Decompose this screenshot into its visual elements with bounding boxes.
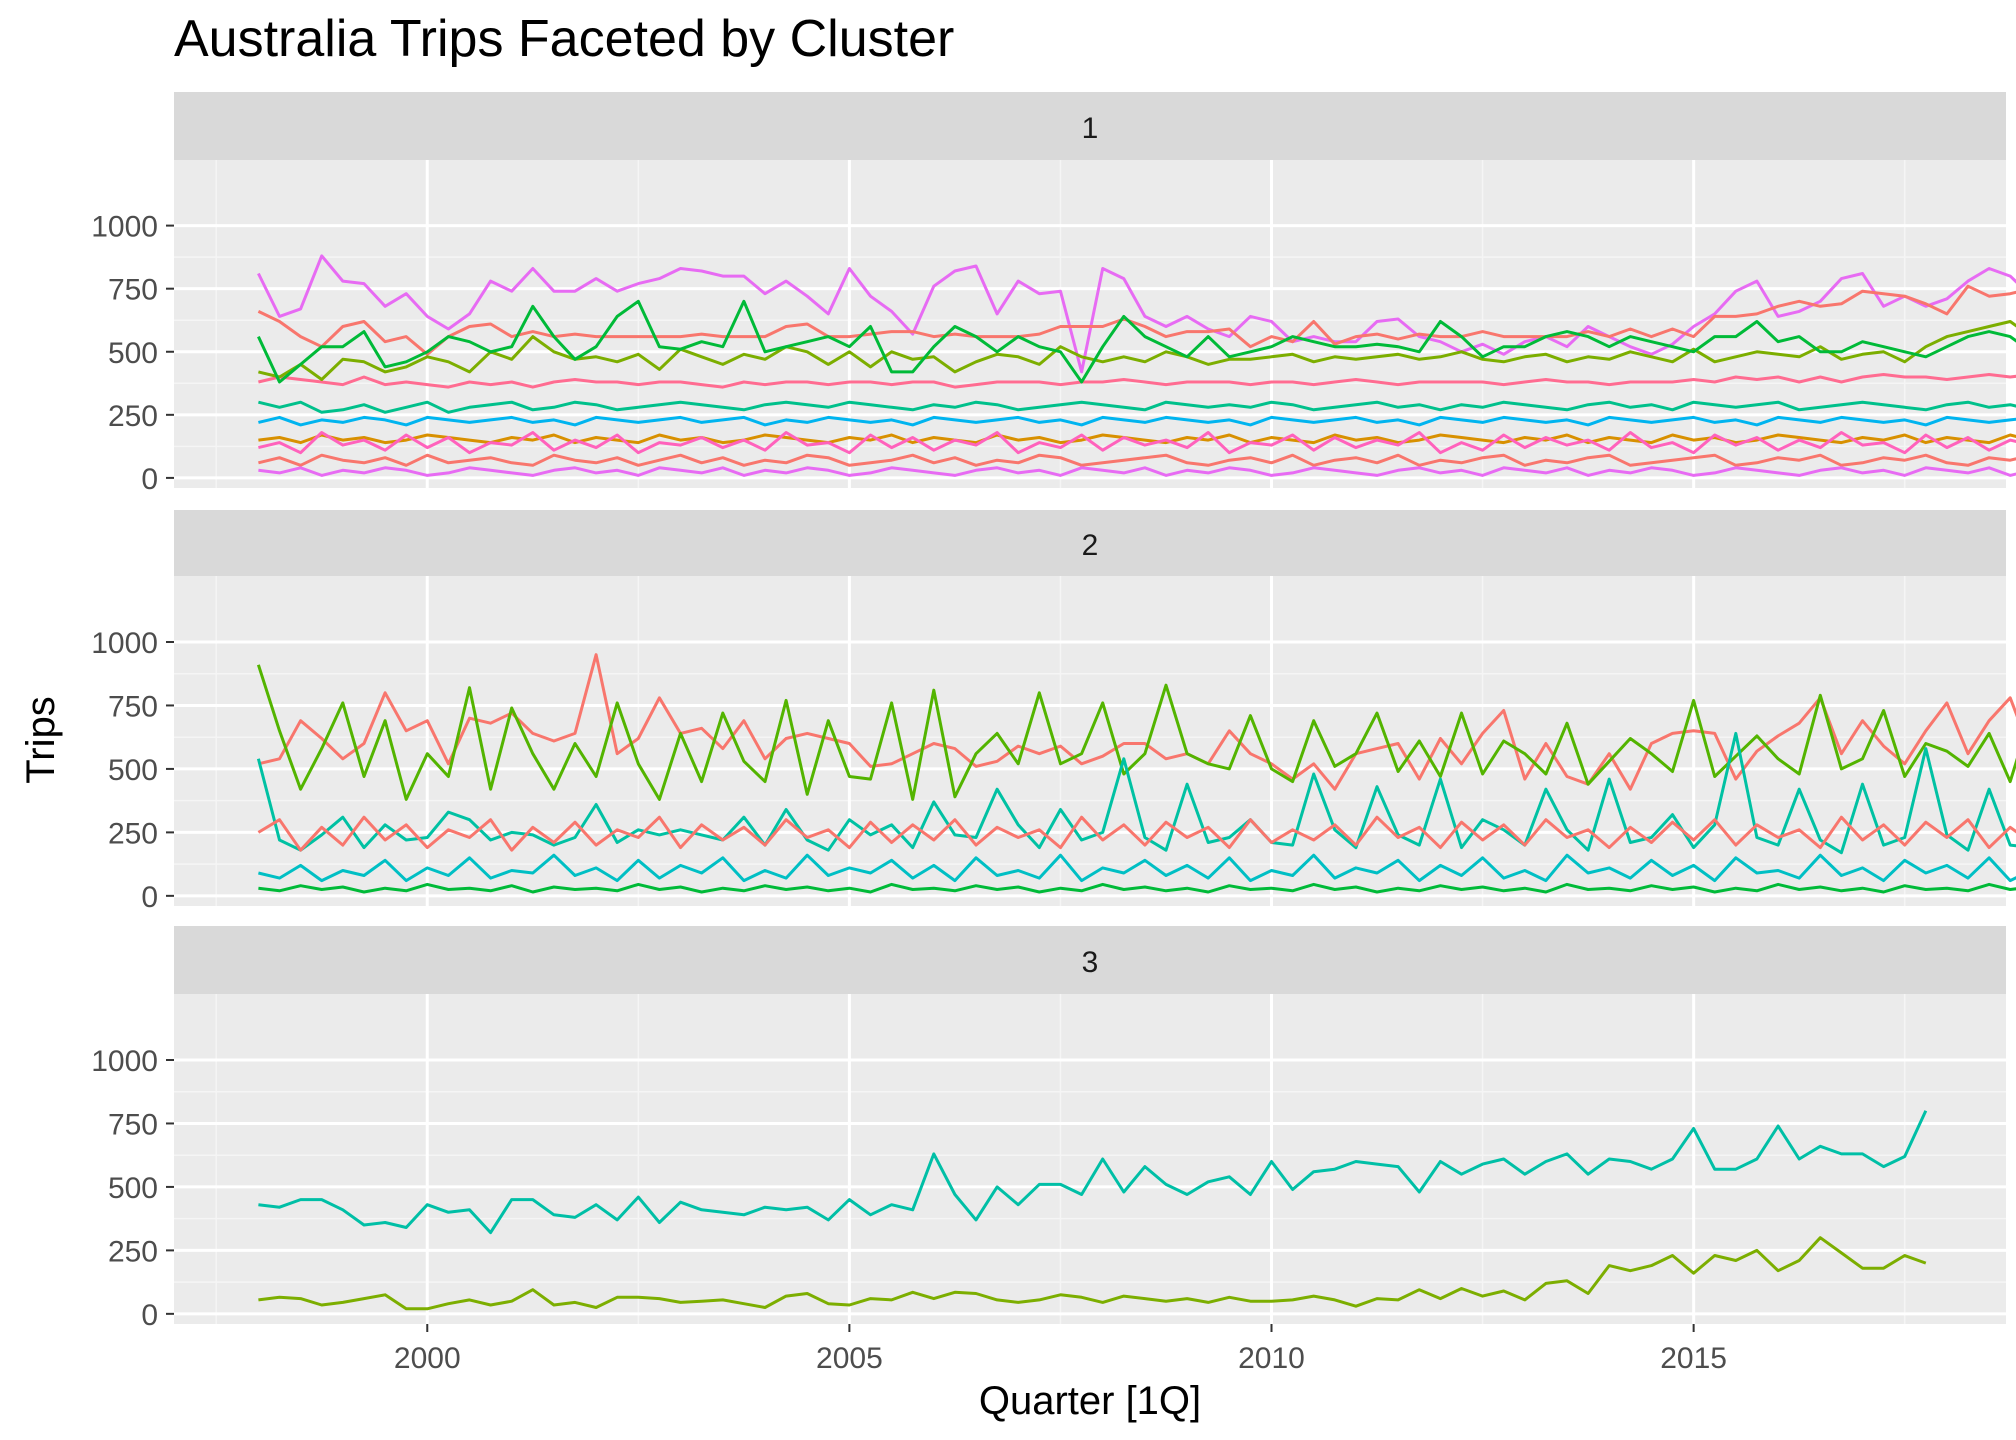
facet-panel-2: 2 0 250 500 750 1000 (91, 510, 2016, 914)
y-tick-label: 0 (141, 463, 158, 496)
y-tick-label: 750 (108, 690, 158, 723)
y-tick-label: 250 (108, 817, 158, 850)
y-tick-label: 1000 (91, 1045, 158, 1078)
facet-panel-1: 1 0 250 500 750 1000 (91, 92, 2016, 496)
series-line-2-2 (256, 664, 2016, 801)
x-tick-label: 2000 (394, 1342, 461, 1375)
facet-strip-3 (174, 926, 2006, 994)
x-tick-labels: 2000 2005 2010 2015 (394, 1324, 1727, 1375)
series-line-1-10 (258, 453, 2016, 467)
y-tick-label: 0 (141, 881, 158, 914)
facet-strip-label-1: 1 (1082, 112, 1099, 145)
y-tick-label: 250 (108, 400, 158, 433)
facet-strip-label-3: 3 (1082, 946, 1099, 979)
series-line-1-4 (258, 320, 2016, 381)
series-line-2-6 (257, 815, 2016, 852)
y-tick-label: 1000 (91, 211, 158, 244)
facet-strip-1 (174, 92, 2006, 160)
series-line-1-9 (258, 431, 2016, 455)
y-tick-label: 500 (108, 754, 158, 787)
series-line-1-3 (258, 373, 2016, 389)
y-tick-labels-2: 0 250 500 750 1000 (91, 627, 174, 914)
y-tick-label: 500 (108, 1172, 158, 1205)
y-tick-label: 1000 (91, 627, 158, 660)
series-line-2-5 (258, 882, 2016, 894)
series-line-1-2 (257, 284, 2016, 356)
series-group-3 (258, 1110, 1928, 1311)
facet-strip-label-2: 2 (1082, 529, 1099, 562)
x-tick-label: 2005 (816, 1342, 883, 1375)
series-line-3-2 (258, 1236, 1927, 1311)
x-tick-label: 2015 (1660, 1342, 1727, 1375)
y-tick-labels-3: 0 250 500 750 1000 (91, 1045, 174, 1332)
series-line-3-1 (258, 1110, 1928, 1235)
y-tick-label: 750 (108, 274, 158, 307)
grid-3 (174, 994, 2006, 1324)
y-tick-label: 500 (108, 337, 158, 370)
y-tick-label: 750 (108, 1108, 158, 1141)
series-group-1 (257, 254, 2016, 477)
series-line-1-11 (258, 466, 2016, 477)
series-line-1-7 (258, 415, 2016, 427)
series-line-1-6 (258, 400, 2016, 414)
series-line-1-5 (257, 299, 2016, 384)
facet-strip-2 (174, 510, 2006, 576)
plot-background-3 (174, 994, 2006, 1324)
y-axis-label: Trips (19, 696, 63, 783)
plot-background-2 (174, 576, 2006, 906)
y-tick-label: 0 (141, 1299, 158, 1332)
y-tick-labels-1: 0 250 500 750 1000 (91, 211, 174, 496)
x-tick-label: 2010 (1238, 1342, 1305, 1375)
series-line-1-8 (258, 433, 2016, 445)
series-line-2-4 (258, 853, 2016, 883)
facet-panel-3: 3 0 250 500 750 1000 (91, 926, 2006, 1332)
x-axis-label: Quarter [1Q] (979, 1379, 1201, 1423)
y-tick-label: 250 (108, 1235, 158, 1268)
series-group-2 (256, 653, 2016, 894)
series-line-2-3 (256, 731, 2016, 855)
chart-title: Australia Trips Faceted by Cluster (174, 10, 954, 68)
grid-1 (174, 160, 2006, 488)
